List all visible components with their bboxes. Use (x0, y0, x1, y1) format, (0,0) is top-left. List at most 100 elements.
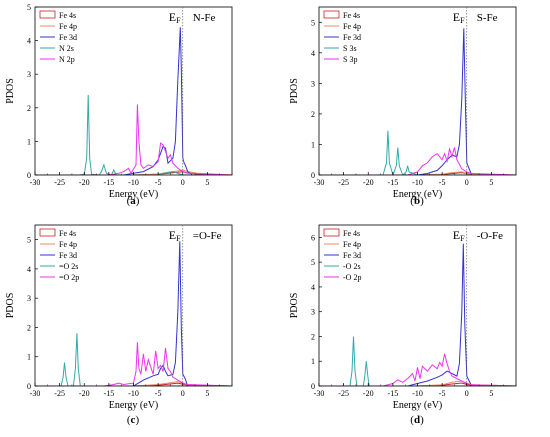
x-tick-label: -5 (439, 389, 446, 398)
x-tick-label: -25 (54, 389, 65, 398)
legend-entry: Fe 3d (59, 251, 77, 260)
x-axis-label: Energy (eV) (393, 400, 443, 411)
legend-entry: Fe 4p (59, 22, 77, 31)
y-tick-label: 0 (27, 171, 31, 180)
y-tick-label: 1 (27, 353, 31, 362)
legend-entry: Fe 3d (59, 33, 77, 42)
legend-entry: Fe 4s (59, 11, 76, 20)
x-tick-label: -15 (104, 178, 115, 187)
y-tick-label: 4 (311, 49, 315, 58)
series-line-4 (319, 353, 516, 386)
panel-0: -30 -25 -20 -15 -10 -5 0 5 0 1 2 3 4 5 Energy (eV) PDOS… (5, 3, 233, 207)
y-axis-label: PDOS (289, 293, 300, 319)
y-tick-label: 2 (311, 110, 315, 119)
plot-frame (34, 224, 233, 387)
x-tick-label: 0 (181, 389, 185, 398)
x-tick-label: 5 (489, 178, 493, 187)
panel-2: -30 -25 -20 -15 -10 -5 0 5 0 1 2 3 4 5 Energy (eV) PDOS… (5, 224, 233, 426)
x-tick-label: -30 (30, 389, 41, 398)
series-line-4 (35, 104, 232, 175)
fermi-label: EF (453, 228, 465, 243)
panel-caption: (d) (410, 414, 424, 426)
x-tick-label: -5 (155, 178, 162, 187)
y-axis-label: PDOS (5, 78, 16, 104)
panel-3: -30 -25 -20 -15 -10 -5 0 5 0 1 2 3 4 5 6 Energy (eV) PDO… (289, 224, 517, 426)
y-tick-label: 3 (27, 70, 31, 79)
panel-caption: (a) (127, 195, 140, 207)
series-line-3 (319, 336, 516, 386)
series-line-3 (319, 130, 516, 175)
legend-entry: S 3s (343, 44, 357, 53)
x-tick-label: 5 (489, 389, 493, 398)
series-line-3 (35, 333, 232, 386)
structure-tag: -O-Fe (477, 230, 503, 242)
x-tick-label: -30 (314, 389, 325, 398)
legend-entry: Fe 4p (343, 240, 361, 249)
legend-entry: =O 2p (59, 273, 79, 282)
y-axis-label: PDOS (5, 293, 16, 319)
x-tick-label: -10 (128, 389, 139, 398)
x-tick-label: -15 (388, 389, 399, 398)
y-tick-label: 1 (311, 357, 315, 366)
structure-tag: =O-Fe (193, 230, 222, 242)
fermi-label: EF (169, 228, 181, 243)
series-line-2 (35, 241, 232, 386)
series-line-4 (319, 147, 516, 175)
fermi-label: EF (453, 10, 465, 25)
legend-entry: -O 2p (343, 273, 361, 282)
y-tick-label: 3 (311, 79, 315, 88)
legend-swatch (39, 228, 56, 237)
x-axis-label: Energy (eV) (393, 189, 443, 200)
structure-tag: S-Fe (477, 12, 498, 24)
panel-caption: (b) (410, 195, 424, 207)
x-tick-label: -15 (104, 389, 115, 398)
x-axis-label: Energy (eV) (109, 400, 159, 411)
x-tick-label: 5 (205, 389, 209, 398)
x-tick-label: 5 (205, 178, 209, 187)
y-tick-label: 4 (27, 37, 31, 46)
series-line-2 (319, 243, 516, 386)
x-tick-label: -5 (155, 389, 162, 398)
x-axis-label: Energy (eV) (109, 189, 159, 200)
x-tick-label: -25 (54, 178, 65, 187)
x-tick-label: -30 (30, 178, 41, 187)
x-tick-label: -5 (439, 178, 446, 187)
y-tick-label: 5 (311, 258, 315, 267)
legend-entry: Fe 3d (343, 33, 361, 42)
y-tick-label: 5 (311, 18, 315, 27)
legend-swatch (323, 228, 340, 237)
y-tick-label: 5 (27, 3, 31, 12)
plot-frame (318, 224, 517, 387)
x-tick-label: -20 (79, 389, 90, 398)
series-line-3 (35, 94, 232, 175)
legend-entry: Fe 4s (59, 229, 76, 238)
y-tick-label: 1 (27, 137, 31, 146)
series-line-2 (35, 27, 232, 175)
legend-entry: Fe 3d (343, 251, 361, 260)
legend-entry: Fe 4s (343, 11, 360, 20)
y-tick-label: 2 (27, 104, 31, 113)
y-tick-label: 4 (27, 265, 31, 274)
x-tick-label: -10 (412, 178, 423, 187)
legend-entry: =O 2s (59, 262, 78, 271)
y-tick-label: 4 (311, 283, 315, 292)
series-line-4 (35, 342, 232, 386)
x-tick-label: 0 (465, 178, 469, 187)
y-axis-label: PDOS (289, 78, 300, 104)
y-tick-label: 0 (311, 171, 315, 180)
y-tick-label: 5 (27, 236, 31, 245)
legend-entry: N 2s (59, 44, 74, 53)
structure-tag: N-Fe (193, 12, 216, 24)
legend-entry: -O 2s (343, 262, 361, 271)
x-tick-label: -15 (388, 178, 399, 187)
panel-caption: (c) (127, 414, 140, 426)
legend-swatch (323, 10, 340, 19)
x-tick-label: -20 (363, 389, 374, 398)
legend-entry: S 3p (343, 55, 357, 64)
x-tick-label: -10 (412, 389, 423, 398)
fermi-label: EF (169, 10, 181, 25)
y-tick-label: 3 (27, 294, 31, 303)
legend-swatch (39, 10, 56, 19)
legend-entry: Fe 4p (343, 22, 361, 31)
